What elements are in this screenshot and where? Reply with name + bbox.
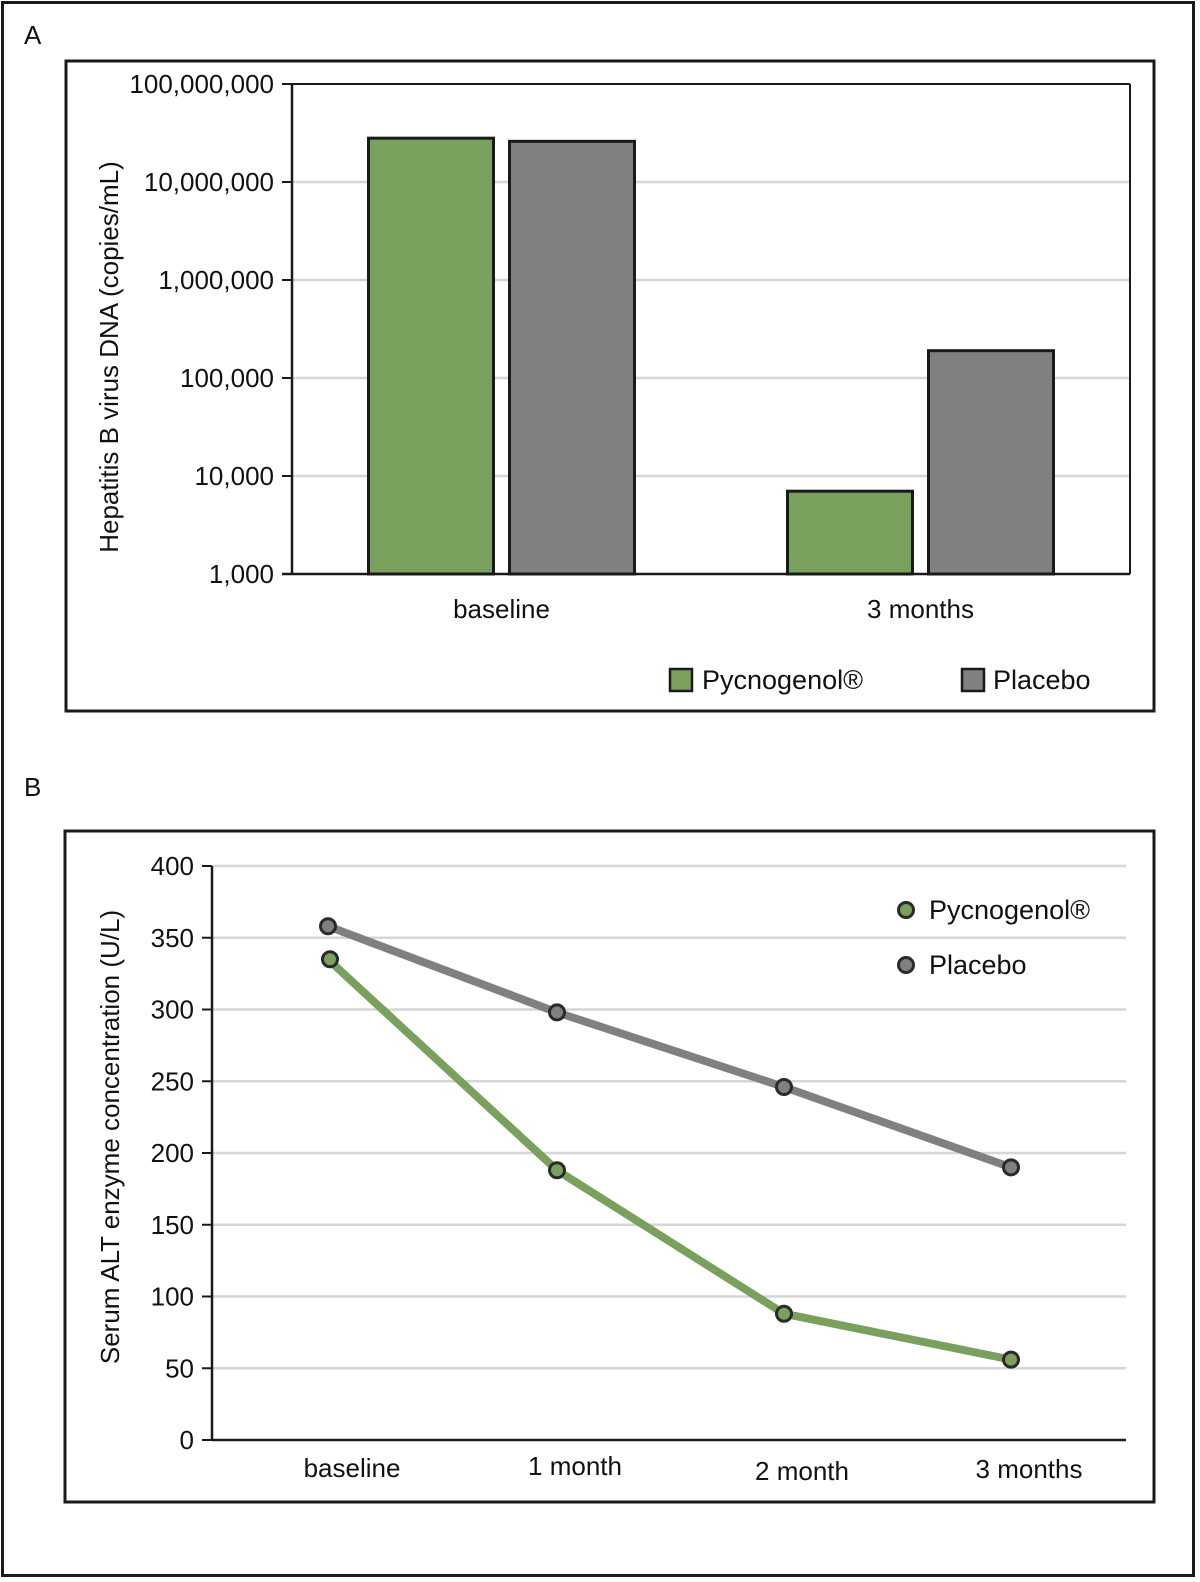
panel-b-box	[63, 829, 1156, 1504]
legend-marker-b	[897, 901, 915, 919]
panel-a-box	[64, 59, 1156, 713]
panel-b-label: B	[24, 772, 42, 802]
y-tick-label-a: 1,000	[209, 559, 274, 589]
series-line-placebo	[324, 922, 1015, 1172]
legend-swatch-a	[960, 667, 986, 693]
y-tick-label-a: 10,000	[194, 461, 274, 491]
y-tick-label-a: 1,000,000	[158, 265, 274, 295]
x-tick-label-b: 3 months	[976, 1454, 1083, 1484]
y-tick-label-b: 350	[151, 923, 194, 953]
data-point-placebo	[1002, 1158, 1020, 1177]
bar-pycnogenol-0	[367, 136, 495, 576]
x-tick-label-a: baseline	[453, 594, 550, 624]
panel-a-label: A	[24, 20, 42, 50]
legend-label-a: Placebo	[993, 665, 1091, 695]
data-point-pycnogenol	[1002, 1350, 1020, 1369]
x-tick-label-b: 2 month	[755, 1456, 849, 1486]
x-tick-label-b: baseline	[304, 1453, 401, 1483]
y-tick-label-b: 0	[180, 1425, 194, 1455]
y-axis-label-b: Serum ALT enzyme concentration (U/L)	[95, 910, 125, 1364]
bar-pycnogenol-1	[786, 489, 914, 576]
data-point-pycnogenol	[775, 1304, 793, 1323]
data-point-placebo	[319, 917, 337, 936]
legend-marker-b	[897, 956, 915, 974]
legend-label-a: Pycnogenol®	[702, 665, 863, 695]
data-point-placebo	[548, 1003, 566, 1022]
y-tick-label-b: 300	[151, 995, 194, 1025]
data-point-placebo	[775, 1077, 793, 1096]
y-tick-label-b: 250	[151, 1066, 194, 1096]
y-tick-label-a: 10,000,000	[144, 167, 274, 197]
bar-placebo-1	[927, 349, 1055, 576]
x-tick-label-a: 3 months	[867, 594, 974, 624]
legend-label-b: Placebo	[929, 950, 1027, 980]
y-tick-label-b: 400	[151, 851, 194, 881]
y-tick-label-a: 100,000	[180, 363, 274, 393]
y-tick-label-b: 100	[151, 1282, 194, 1312]
y-tick-label-b: 50	[165, 1353, 194, 1383]
data-point-pycnogenol	[321, 950, 339, 969]
legend-label-b: Pycnogenol®	[929, 895, 1090, 925]
y-tick-label-a: 100,000,000	[129, 69, 274, 99]
x-tick-label-b: 1 month	[528, 1451, 622, 1481]
bar-placebo-0	[508, 139, 636, 576]
data-point-pycnogenol	[548, 1161, 566, 1180]
legend-swatch-a	[668, 667, 694, 693]
y-axis-label-a: Hepatitis B virus DNA (copies/mL)	[94, 161, 124, 553]
y-tick-label-b: 200	[151, 1138, 194, 1168]
series-line-pycnogenol	[324, 955, 1015, 1364]
y-tick-label-b: 150	[151, 1210, 194, 1240]
